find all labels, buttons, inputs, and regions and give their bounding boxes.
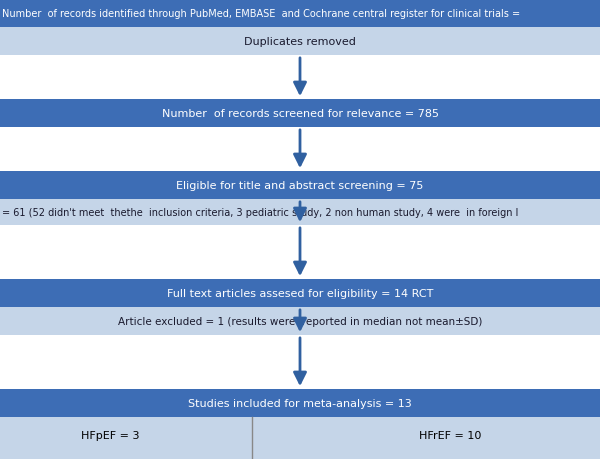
Bar (0, 28, 600, 56)
Text: = 61 (52 didn't meet  thethe  inclusion criteria, 3 pediatric study, 2 non human: = 61 (52 didn't meet thethe inclusion cr… (2, 207, 518, 218)
Bar (0, 389, 600, 417)
Text: Number  of records screened for relevance = 785: Number of records screened for relevance… (161, 109, 439, 119)
Bar (0, 308, 600, 335)
Text: HFrEF = 10: HFrEF = 10 (419, 430, 481, 440)
Bar (0, 417, 600, 459)
Text: Full text articles assesed for eligibility = 14 RCT: Full text articles assesed for eligibili… (167, 288, 433, 298)
Text: Duplicates removed: Duplicates removed (244, 37, 356, 47)
Text: HFpEF = 3: HFpEF = 3 (81, 430, 139, 440)
Bar (0, 100, 600, 128)
Text: Article excluded = 1 (results were  reported in median not mean±SD): Article excluded = 1 (results were repor… (118, 316, 482, 326)
Bar (0, 172, 600, 200)
Text: Studies included for meta-analysis = 13: Studies included for meta-analysis = 13 (188, 398, 412, 408)
Bar (0, 0, 600, 28)
Text: Eligible for title and abstract screening = 75: Eligible for title and abstract screenin… (176, 180, 424, 190)
Bar (0, 200, 600, 225)
Text: Number  of records identified through PubMed, EMBASE  and Cochrane central regis: Number of records identified through Pub… (2, 9, 520, 19)
Bar (0, 280, 600, 308)
